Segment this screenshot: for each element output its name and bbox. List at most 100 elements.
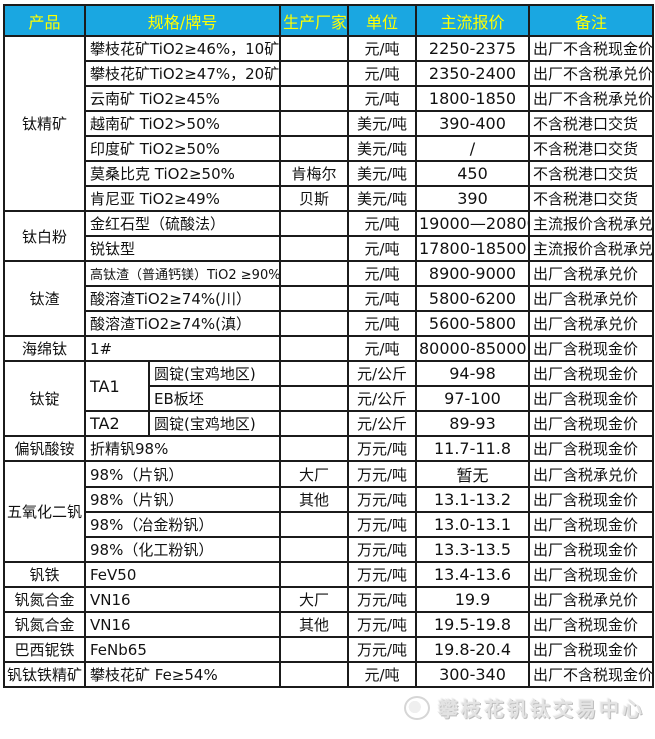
product-cell: 五氧化二钒 xyxy=(3,460,86,563)
spec-cell: 锐钛型 xyxy=(84,235,281,262)
manufacturer-cell xyxy=(279,60,349,87)
manufacturer-cell xyxy=(279,35,349,62)
unit-cell: 万元/吨 xyxy=(347,561,417,588)
watermark-text: 攀枝花钒钛交易中心 xyxy=(438,697,645,721)
price-cell: 11.7-11.8 xyxy=(415,435,530,462)
spec-cell: 金红石型（硫酸法） xyxy=(84,210,281,237)
unit-cell: 元/吨 xyxy=(347,85,417,112)
table-row: TA2 圆锭(宝鸡地区) 元/公斤 89-93 出厂含税现金价 xyxy=(4,410,654,437)
note-cell: 出厂含税承兑价 xyxy=(528,310,654,337)
table-row: 钒铁 FeV50 万元/吨 13.4-13.6 出厂含税现金价 xyxy=(3,561,654,588)
product-cell: 钒氮合金 xyxy=(3,586,86,613)
table-row: 98%（片钒） 其他 万元/吨 13.1-13.2 出厂含税现金价 xyxy=(4,486,654,513)
price-cell: 19.9 xyxy=(415,586,530,613)
note-cell: 不含税港口交货 xyxy=(528,185,654,212)
price-cell: 13.3-13.5 xyxy=(415,536,530,563)
spec-cell: 云南矿 TiO2≥45% xyxy=(84,85,281,112)
manufacturer-cell xyxy=(279,435,349,462)
watermark: 攀枝花钒钛交易中心 xyxy=(0,693,655,722)
unit-cell: 元/吨 xyxy=(347,335,417,362)
price-cell: 8900-9000 xyxy=(415,260,530,287)
manufacturer-cell xyxy=(279,410,349,437)
manufacturer-cell xyxy=(279,135,349,162)
table-row: 钛白粉 金红石型（硫酸法） 元/吨 19000—20800 主流报价含税承兑 xyxy=(3,210,654,262)
manufacturer-cell xyxy=(279,561,349,588)
product-cell: 巴西铌铁 xyxy=(3,636,86,663)
price-cell: 97-100 xyxy=(415,385,530,412)
unit-cell: 元/公斤 xyxy=(347,360,417,387)
price-cell: 89-93 xyxy=(415,410,530,437)
note-cell: 不含税港口交货 xyxy=(528,135,654,162)
unit-cell: 元/吨 xyxy=(347,235,417,262)
note-cell: 出厂含税现金价 xyxy=(528,536,654,563)
price-cell: 暂无 xyxy=(415,460,530,488)
unit-cell: 万元/吨 xyxy=(347,586,417,613)
col-header-product: 产品 xyxy=(3,4,86,37)
product-cell: 偏钒酸铵 xyxy=(3,435,86,462)
table-row: 五氧化二钒 98%（片钒） 大厂 万元/吨 暂无 出厂含税承兑价 xyxy=(3,460,654,563)
note-cell: 出厂含税现金价 xyxy=(528,360,654,387)
manufacturer-cell: 大厂 xyxy=(279,586,349,613)
spec-cell: FeNb65 xyxy=(84,636,281,663)
table-row: 越南矿 TiO2>50% 美元/吨 390-400 不含税港口交货 xyxy=(4,110,654,137)
price-cell: 13.1-13.2 xyxy=(415,486,530,513)
spec-cell: VN16 xyxy=(84,586,281,613)
table-row: 钛精矿 攀枝花矿TiO2≥46%，10矿 元/吨 2250-2375 出厂不含税… xyxy=(3,35,654,212)
table-row: 印度矿 TiO2≥50% 美元/吨 / 不含税港口交货 xyxy=(4,135,654,162)
price-cell: 5800-6200 xyxy=(415,285,530,312)
manufacturer-cell xyxy=(279,636,349,663)
price-table: 产品 规格/牌号 生产厂家 单位 主流报价 备注 钛精矿 攀枝花矿TiO2≥46… xyxy=(3,4,654,688)
manufacturer-cell xyxy=(279,511,349,538)
spec-cell: FeV50 xyxy=(84,561,281,588)
price-cell: / xyxy=(415,135,530,162)
manufacturer-cell xyxy=(279,110,349,137)
price-cell: 19000—20800 xyxy=(415,210,530,237)
unit-cell: 元/吨 xyxy=(347,285,417,312)
header-row: 产品 规格/牌号 生产厂家 单位 主流报价 备注 xyxy=(3,4,654,37)
product-cell: 钛精矿 xyxy=(3,35,86,212)
spec-cell: 98%（片钒） xyxy=(84,460,281,488)
spec-cell: 攀枝花矿 Fe≥54% xyxy=(84,661,281,688)
spec-cell: 98%（化工粉钒） xyxy=(84,536,281,563)
col-header-unit: 单位 xyxy=(347,4,417,37)
note-cell: 出厂含税现金价 xyxy=(528,486,654,513)
table-row: 巴西铌铁 FeNb65 万元/吨 19.8-20.4 出厂含税现金价 xyxy=(3,636,654,663)
table-row: 酸溶渣TiO2≥74%(滇） 元/吨 5600-5800 出厂含税承兑价 xyxy=(4,310,654,337)
note-cell: 不含税港口交货 xyxy=(528,110,654,137)
unit-cell: 元/吨 xyxy=(347,35,417,62)
table-row: 肯尼亚 TiO2≥49% 贝斯 美元/吨 390 不含税港口交货 xyxy=(4,185,654,212)
table-row: 钒氮合金 VN16 其他 万元/吨 19.5-19.8 出厂含税现金价 xyxy=(3,611,654,638)
col-header-note: 备注 xyxy=(528,4,654,37)
spec-cell: 圆锭(宝鸡地区) xyxy=(148,360,281,387)
product-cell: 钛白粉 xyxy=(3,210,86,262)
unit-cell: 美元/吨 xyxy=(347,185,417,212)
manufacturer-cell xyxy=(279,661,349,688)
note-cell: 不含税港口交货 xyxy=(528,160,654,187)
manufacturer-cell xyxy=(279,85,349,112)
table-row: 98%（冶金粉钒） 万元/吨 13.0-13.1 出厂含税现金价 xyxy=(4,511,654,538)
unit-cell: 元/公斤 xyxy=(347,410,417,437)
spec-cell: 攀枝花矿TiO2≥46%，10矿 xyxy=(84,35,281,62)
price-cell: 2250-2375 xyxy=(415,35,530,62)
note-cell: 出厂不含税承兑价 xyxy=(528,85,654,112)
table-row: 酸溶渣TiO2≥74%(川） 元/吨 5800-6200 出厂含税承兑价 xyxy=(4,285,654,312)
col-header-price: 主流报价 xyxy=(415,4,530,37)
spec-cell: 98%（冶金粉钒） xyxy=(84,511,281,538)
note-cell: 出厂不含税现金价 xyxy=(528,35,654,62)
note-cell: 出厂含税承兑价 xyxy=(528,586,654,613)
manufacturer-cell: 其他 xyxy=(279,486,349,513)
col-header-spec: 规格/牌号 xyxy=(84,4,281,37)
price-cell: 5600-5800 xyxy=(415,310,530,337)
manufacturer-cell: 肯梅尔 xyxy=(279,160,349,187)
unit-cell: 元/吨 xyxy=(347,60,417,87)
spec-cell: 1# xyxy=(84,335,281,362)
price-cell: 13.4-13.6 xyxy=(415,561,530,588)
price-cell: 390-400 xyxy=(415,110,530,137)
spec-cell: 印度矿 TiO2≥50% xyxy=(84,135,281,162)
product-cell: 钒铁 xyxy=(3,561,86,588)
note-cell: 出厂含税现金价 xyxy=(528,611,654,638)
manufacturer-cell: 贝斯 xyxy=(279,185,349,212)
note-cell: 出厂不含税现金价 xyxy=(528,661,654,688)
product-cell: 钒氮合金 xyxy=(3,611,86,638)
unit-cell: 元/吨 xyxy=(347,310,417,337)
